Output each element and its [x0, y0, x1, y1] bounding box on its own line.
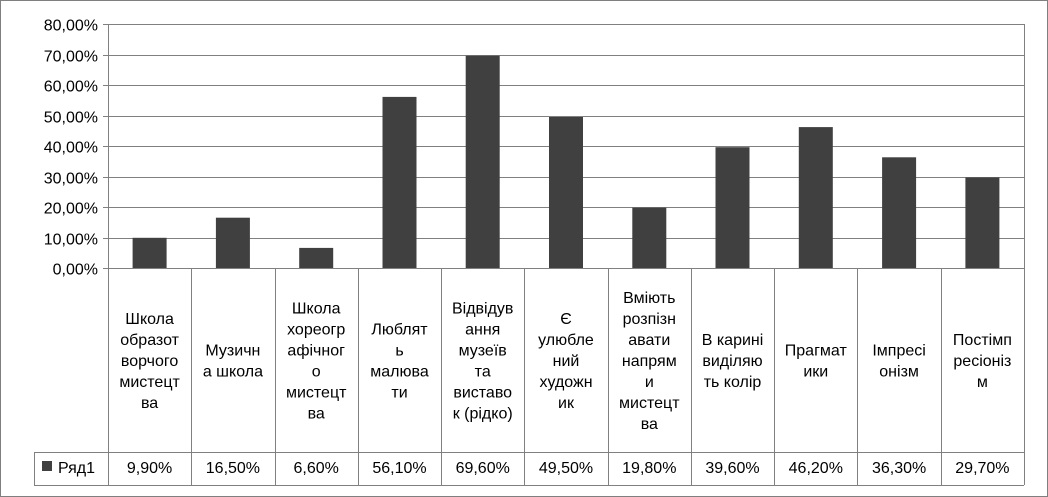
y-axis-ticks: 0,00% 10,00% 20,00% 30,00% 40,00% 50,00% 60,00… — [44, 18, 98, 279]
bar-0 — [132, 237, 167, 268]
category-label-2-line-3: о — [312, 364, 321, 381]
table-value-10: 29,70% — [955, 460, 1009, 477]
category-label-10: Постімп ресіоніз м — [953, 332, 1012, 391]
category-label-9-line-1: онізм — [879, 364, 919, 381]
y-tick-label-4: 40,00% — [44, 140, 98, 157]
table-value-4: 69,60% — [456, 460, 510, 477]
category-label-4-line-5: к (рідко) — [453, 406, 513, 423]
category-label-0: Школа образот ворчого мистецт ва — [119, 311, 180, 412]
category-label-6-line-5: мистецт — [619, 395, 680, 412]
category-label-4-line-3: та — [475, 364, 491, 381]
category-label-2-line-2: афічног — [287, 343, 345, 360]
table-value-3: 56,10% — [372, 460, 426, 477]
category-label-5-line-0: Є — [560, 311, 572, 328]
category-label-6-line-4: и — [645, 374, 654, 391]
category-label-8-line-0: Прагмат — [785, 343, 848, 360]
category-label-0-line-3: мистецт — [119, 374, 180, 391]
y-tick-label-0: 0,00% — [53, 262, 98, 279]
bar-4 — [465, 55, 500, 269]
category-label-2-line-0: Школа — [292, 301, 341, 318]
category-label-5-line-1: улюбле — [538, 332, 594, 349]
bar-1 — [215, 217, 250, 268]
category-label-3-line-1: ь — [395, 343, 403, 360]
category-label-8: Прагмат ики — [785, 343, 848, 381]
legend-key-series-1 — [42, 461, 52, 471]
table-value-2: 6,60% — [294, 460, 339, 477]
category-label-0-line-2: ворчого — [121, 353, 178, 370]
bar-9 — [882, 157, 917, 268]
category-label-4-line-0: Відвідув — [452, 301, 513, 318]
category-label-6-line-3: напрям — [622, 353, 677, 370]
y-tick-label-6: 60,00% — [44, 79, 98, 96]
table-value-0: 9,90% — [127, 460, 172, 477]
category-label-1-line-1: а школа — [203, 364, 263, 381]
category-label-0-line-1: образот — [120, 332, 179, 349]
category-label-4: Відвідув ання музеїв та виставо к (рідко) — [452, 301, 513, 423]
table-value-1: 16,50% — [206, 460, 260, 477]
category-label-6-line-0: Вміють — [623, 290, 675, 307]
category-label-6-line-6: ва — [641, 416, 658, 433]
table-value-7: 39,60% — [705, 460, 759, 477]
category-label-6-line-1: розпізн — [623, 311, 676, 328]
category-label-6-line-2: авати — [628, 332, 670, 349]
bar-7 — [715, 147, 750, 268]
table-value-5: 49,50% — [539, 460, 593, 477]
category-label-5-line-3: художн — [539, 374, 592, 391]
table-value-9: 36,30% — [872, 460, 926, 477]
category-label-2-line-1: хореогр — [287, 322, 345, 339]
category-label-7-line-0: В карині — [702, 332, 764, 349]
y-tick-label-3: 30,00% — [44, 171, 98, 188]
table-value-6: 19,80% — [622, 460, 676, 477]
category-label-6: Вміють розпізн авати напрям и мистецт ва — [619, 290, 680, 433]
legend-label-series-1: Ряд1 — [58, 460, 95, 477]
category-label-1-line-0: Музичн — [205, 343, 260, 360]
category-labels: Школа образот ворчого мистецт ва Музичн а школ… — [119, 290, 1012, 433]
y-tick-label-7: 70,00% — [44, 49, 98, 66]
category-label-7-line-1: виділяю — [702, 353, 762, 370]
bar-10 — [965, 177, 1000, 268]
category-label-7: В карині виділяю ть колір — [702, 332, 764, 391]
bars — [132, 55, 1000, 269]
y-tick-label-2: 20,00% — [44, 201, 98, 218]
category-label-9-line-0: Імпресі — [872, 343, 925, 360]
category-label-5-line-4: ик — [558, 395, 575, 412]
category-label-4-line-4: виставо — [453, 385, 512, 402]
category-label-3-line-3: ти — [391, 385, 407, 402]
y-tick-label-5: 50,00% — [44, 110, 98, 127]
bar-8 — [798, 127, 833, 268]
category-label-8-line-1: ики — [803, 364, 828, 381]
category-label-4-line-1: ання — [465, 322, 500, 339]
category-label-9: Імпресі онізм — [872, 343, 925, 381]
category-label-2: Школа хореогр афічног о мистецт ва — [286, 301, 347, 423]
category-label-10-line-0: Постімп — [953, 332, 1012, 349]
data-table: 9,90% 16,50% 6,60% 56,10% 69,60% 49,50% 19,80%… — [34, 452, 1024, 486]
category-label-0-line-0: Школа — [125, 311, 174, 328]
bar-2 — [299, 247, 334, 268]
category-label-2-line-5: ва — [308, 406, 325, 423]
bar-3 — [382, 96, 417, 269]
category-label-1: Музичн а школа — [203, 343, 263, 381]
category-label-5-line-2: ний — [553, 353, 580, 370]
category-label-10-line-2: м — [977, 374, 988, 391]
y-tick-label-1: 10,00% — [44, 232, 98, 249]
bar-5 — [549, 117, 583, 268]
category-label-3: Люблят ь малюва ти — [370, 322, 429, 402]
y-tick-label-8: 80,00% — [44, 18, 98, 35]
category-label-4-line-2: музеїв — [459, 343, 507, 360]
category-label-3-line-2: малюва — [370, 364, 429, 381]
category-label-2-line-4: мистецт — [286, 385, 347, 402]
category-label-10-line-1: ресіоніз — [953, 353, 1011, 370]
legend: Ряд1 — [42, 460, 95, 477]
table-value-8: 46,20% — [789, 460, 843, 477]
category-label-7-line-2: ть колір — [704, 374, 762, 391]
category-label-3-line-0: Люблят — [371, 322, 428, 339]
category-label-0-line-4: ва — [141, 395, 158, 412]
bar-6 — [632, 207, 667, 268]
